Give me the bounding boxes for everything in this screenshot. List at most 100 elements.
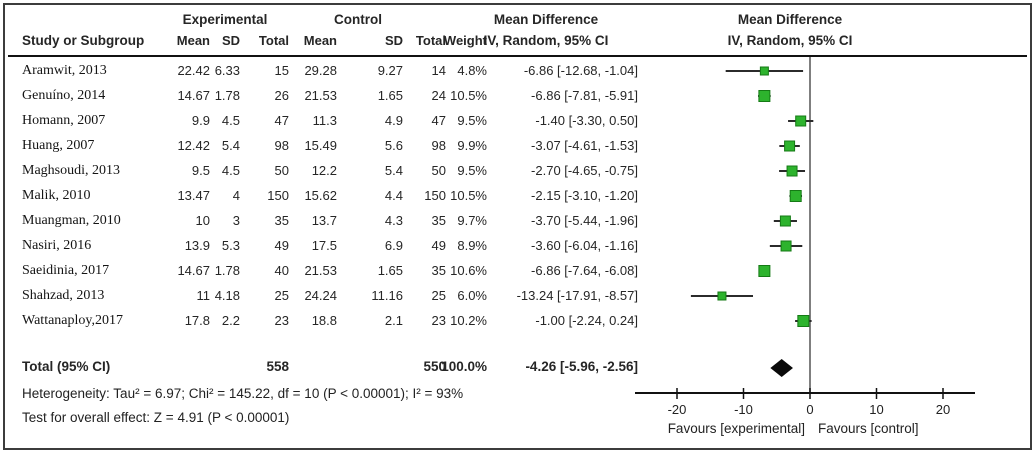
cell-mean-control: 12.2 [311, 163, 337, 178]
cell-weight: 10.2% [450, 313, 487, 328]
cell-sd-control: 6.9 [384, 238, 403, 253]
effect-square [789, 190, 802, 202]
cell-sd-experimental: 5.3 [221, 238, 240, 253]
study-label: Huang, 2007 [22, 138, 95, 153]
effect-square [795, 115, 807, 127]
overall-effect-stats: Test for overall effect: Z = 4.91 (P < 0… [22, 410, 290, 425]
cell-mean-experimental: 22.42 [177, 63, 210, 78]
study-row: Wattanaploy,2017 17.8 2.2 23 18.8 2.1 23 10.2% -… [0, 313, 660, 331]
cell-mean-experimental: 17.8 [184, 313, 210, 328]
study-row: Homann, 2007 9.9 4.5 47 11.3 4.9 47 9.5% -1.40 [… [0, 113, 660, 131]
cell-sd-control: 2.1 [384, 313, 403, 328]
cell-weight: 6.0% [457, 288, 487, 303]
cell-ci-text: -2.70 [-4.65, -0.75] [531, 163, 638, 178]
cell-mean-experimental: 9.5 [191, 163, 210, 178]
study-label: Saeidinia, 2017 [22, 263, 110, 278]
cell-total-control: 25 [431, 288, 446, 303]
cell-sd-control: 1.65 [377, 88, 403, 103]
study-row: Nasiri, 2016 13.9 5.3 49 17.5 6.9 49 8.9% -3.60 … [0, 238, 660, 256]
cell-total-control: 35 [431, 213, 446, 228]
x-axis-tick-label: -10 [734, 402, 753, 417]
cell-weight: 9.5% [457, 113, 487, 128]
cell-mean-experimental: 14.67 [177, 88, 210, 103]
study-label: Genuíno, 2014 [22, 88, 106, 103]
cell-sd-control: 5.6 [384, 138, 403, 153]
cell-sd-experimental: 2.2 [221, 313, 240, 328]
total-control-n: 550 [423, 359, 446, 374]
total-weight: 100.0% [441, 359, 487, 374]
study-row: Malik, 2010 13.47 4 150 15.62 4.4 150 10.5% -2.1… [0, 188, 660, 206]
study-row: Huang, 2007 12.42 5.4 98 15.49 5.6 98 9.9% -3.07… [0, 138, 660, 156]
cell-total-control: 35 [431, 263, 446, 278]
cell-sd-experimental: 4.5 [221, 163, 240, 178]
study-label: Wattanaploy,2017 [22, 313, 123, 328]
cell-mean-experimental: 13.9 [184, 238, 210, 253]
cell-sd-control: 4.3 [384, 213, 403, 228]
cell-total-experimental: 15 [274, 63, 289, 78]
cell-total-experimental: 150 [267, 188, 289, 203]
column-header-study: Study or Subgroup [22, 33, 145, 48]
cell-sd-control: 9.27 [377, 63, 403, 78]
effect-square [780, 240, 792, 252]
cell-mean-control: 21.53 [304, 263, 337, 278]
cell-total-control: 23 [431, 313, 446, 328]
cell-ci-text: -2.15 [-3.10, -1.20] [531, 188, 638, 203]
column-header-total-experimental: Total [258, 33, 289, 48]
cell-weight: 10.6% [450, 263, 487, 278]
cell-sd-experimental: 3 [232, 213, 240, 228]
cell-mean-control: 17.5 [311, 238, 337, 253]
cell-mean-control: 24.24 [304, 288, 337, 303]
cell-total-experimental: 40 [274, 263, 289, 278]
study-row: Saeidinia, 2017 14.67 1.78 40 21.53 1.65 35 10.… [0, 263, 660, 281]
cell-total-control: 98 [431, 138, 446, 153]
cell-total-control: 49 [431, 238, 446, 253]
total-experimental-n: 558 [266, 359, 289, 374]
total-row-label: Total (95% CI) [22, 359, 111, 374]
cell-total-control: 24 [431, 88, 446, 103]
cell-mean-experimental: 11 [196, 288, 211, 303]
cell-mean-experimental: 13.47 [177, 188, 210, 203]
cell-mean-experimental: 12.42 [177, 138, 210, 153]
cell-sd-experimental: 4.18 [214, 288, 240, 303]
effect-square [717, 291, 727, 301]
cell-weight: 9.9% [457, 138, 487, 153]
cell-mean-control: 13.7 [311, 213, 337, 228]
cell-total-control: 50 [431, 163, 446, 178]
study-row: Maghsoudi, 2013 9.5 4.5 50 12.2 5.4 50 9.5% -2.7… [0, 163, 660, 181]
favours-experimental-label: Favours [experimental] [668, 421, 805, 436]
cell-weight: 8.9% [457, 238, 487, 253]
cell-total-experimental: 35 [274, 213, 289, 228]
column-header-total-control: Total [415, 33, 446, 48]
column-header-sd-control: SD [384, 33, 403, 48]
cell-mean-control: 11.3 [312, 113, 337, 128]
cell-sd-experimental: 1.78 [214, 263, 240, 278]
cell-weight: 9.5% [457, 163, 487, 178]
cell-total-experimental: 98 [274, 138, 289, 153]
effect-square [786, 165, 798, 177]
cell-sd-experimental: 6.33 [214, 63, 240, 78]
cell-ci-text: -6.86 [-7.64, -6.08] [531, 263, 638, 278]
cell-mean-control: 29.28 [304, 63, 337, 78]
study-label: Nasiri, 2016 [22, 238, 92, 253]
cell-ci-text: -3.70 [-5.44, -1.96] [531, 213, 638, 228]
study-label: Shahzad, 2013 [22, 288, 105, 303]
cell-ci-text: -3.07 [-4.61, -1.53] [531, 138, 638, 153]
study-label: Malik, 2010 [22, 188, 91, 203]
cell-sd-control: 5.4 [384, 163, 403, 178]
study-row: Genuíno, 2014 14.67 1.78 26 21.53 1.65 24 10.5%… [0, 88, 660, 106]
cell-mean-experimental: 10 [195, 213, 210, 228]
group-header-experimental: Experimental [182, 12, 268, 27]
column-header-mean-experimental: Mean [176, 33, 210, 48]
study-label: Homann, 2007 [22, 113, 106, 128]
cell-ci-text: -6.86 [-7.81, -5.91] [531, 88, 638, 103]
cell-weight: 10.5% [450, 188, 487, 203]
column-header-mean-difference-plot: Mean Difference [737, 12, 843, 27]
cell-ci-text: -3.60 [-6.04, -1.16] [531, 238, 638, 253]
effect-square [797, 315, 810, 327]
total-row: Total (95% CI) 558 550 100.0% -4.26 [-5.… [0, 359, 660, 377]
cell-total-control: 47 [431, 113, 446, 128]
cell-ci-text: -6.86 [-12.68, -1.04] [523, 63, 638, 78]
cell-mean-control: 15.49 [304, 138, 337, 153]
